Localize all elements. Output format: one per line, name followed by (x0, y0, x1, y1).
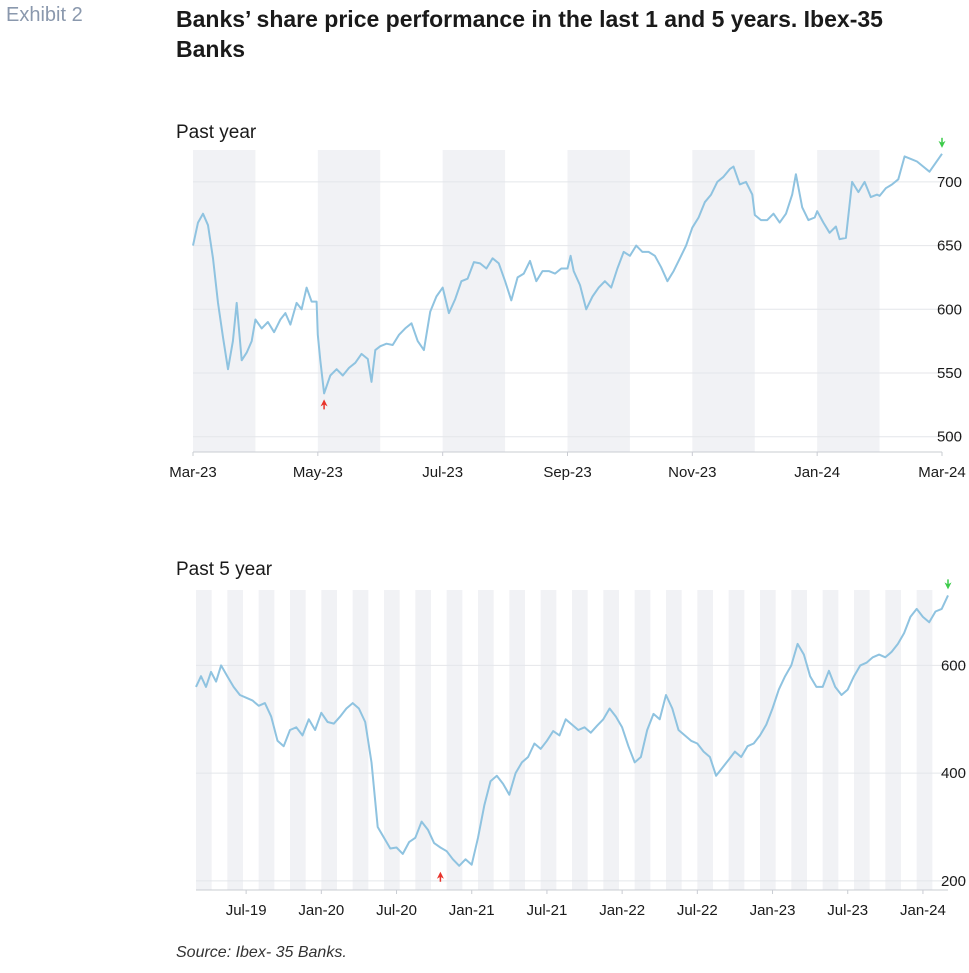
shaded-band (196, 590, 212, 890)
x-tick-label: May-23 (293, 464, 343, 481)
shaded-band (854, 590, 870, 890)
shaded-band (817, 150, 880, 452)
min-marker (436, 871, 444, 879)
chart-past-5-year: 200 400 600 Jul-19 Jan-20 Jul-20 Jan-21 Jul-21 J… (195, 579, 966, 919)
shaded-band (791, 590, 807, 890)
y-tick-label: 600 (937, 301, 962, 318)
shaded-band (666, 590, 682, 890)
x-tick-label: Sep-23 (543, 464, 591, 481)
chart-past-year: 500 550 600 650 700 Mar-23 May-23 Jul-23 Sep-23 N… (169, 137, 966, 481)
x-tick-label: Jan-23 (750, 902, 796, 919)
max-marker (944, 582, 952, 590)
shaded-band (728, 590, 745, 890)
page-title: Banks’ share price performance in the la… (176, 6, 883, 62)
x-tick-label: Jul-22 (677, 902, 718, 919)
chart-title-past-year: Past year (176, 122, 257, 143)
y-tick-label: 500 (937, 429, 962, 446)
y-tick-label: 650 (937, 238, 962, 255)
x-tick-label: Jul-21 (527, 902, 568, 919)
x-tick-label: Jan-22 (599, 902, 645, 919)
source-note: Source: Ibex- 35 Banks. (176, 944, 347, 961)
shaded-band (603, 590, 619, 890)
shaded-band (317, 150, 381, 452)
shaded-band (478, 590, 494, 890)
chart-title-past-5-year: Past 5 year (176, 559, 273, 580)
x-tick-label: Jan-24 (794, 464, 840, 481)
shaded-band (916, 590, 933, 890)
shaded-band (352, 590, 369, 890)
x-tick-label: Nov-23 (668, 464, 716, 481)
y-tick-label: 400 (941, 765, 966, 782)
shaded-band (697, 590, 713, 890)
max-marker (938, 140, 946, 148)
y-tick-label: 700 (937, 174, 962, 191)
shaded-band (572, 590, 588, 890)
x-tick-label: Jan-20 (298, 902, 344, 919)
shaded-band (258, 590, 275, 890)
exhibit-label: Exhibit 2 (6, 4, 83, 26)
shaded-band (290, 590, 306, 890)
shaded-band (227, 590, 243, 890)
shaded-band (415, 590, 431, 890)
shaded-band (822, 590, 839, 890)
shaded-band (692, 150, 755, 452)
x-tick-label: Jul-20 (376, 902, 417, 919)
series-line (195, 594, 949, 867)
shaded-band (509, 590, 525, 890)
y-tick-label: 600 (941, 657, 966, 674)
shaded-band (760, 590, 776, 890)
x-tick-label: Mar-24 (918, 464, 966, 481)
shaded-band (446, 590, 463, 890)
shaded-band (634, 590, 651, 890)
x-tick-label: Jul-19 (226, 902, 267, 919)
y-tick-label: 200 (941, 873, 966, 890)
shaded-band (885, 590, 901, 890)
shaded-band (193, 150, 256, 452)
x-tick-label: Jan-21 (449, 902, 495, 919)
series-line (192, 153, 943, 395)
x-tick-label: Jul-23 (827, 902, 868, 919)
shaded-band (567, 150, 630, 452)
x-tick-label: Mar-23 (169, 464, 217, 481)
y-tick-label: 550 (937, 365, 962, 382)
x-tick-label: Jan-24 (900, 902, 946, 919)
x-tick-label: Jul-23 (422, 464, 463, 481)
shaded-band (442, 150, 506, 452)
min-marker (320, 399, 328, 407)
shaded-band (321, 590, 337, 890)
shaded-band (384, 590, 400, 890)
